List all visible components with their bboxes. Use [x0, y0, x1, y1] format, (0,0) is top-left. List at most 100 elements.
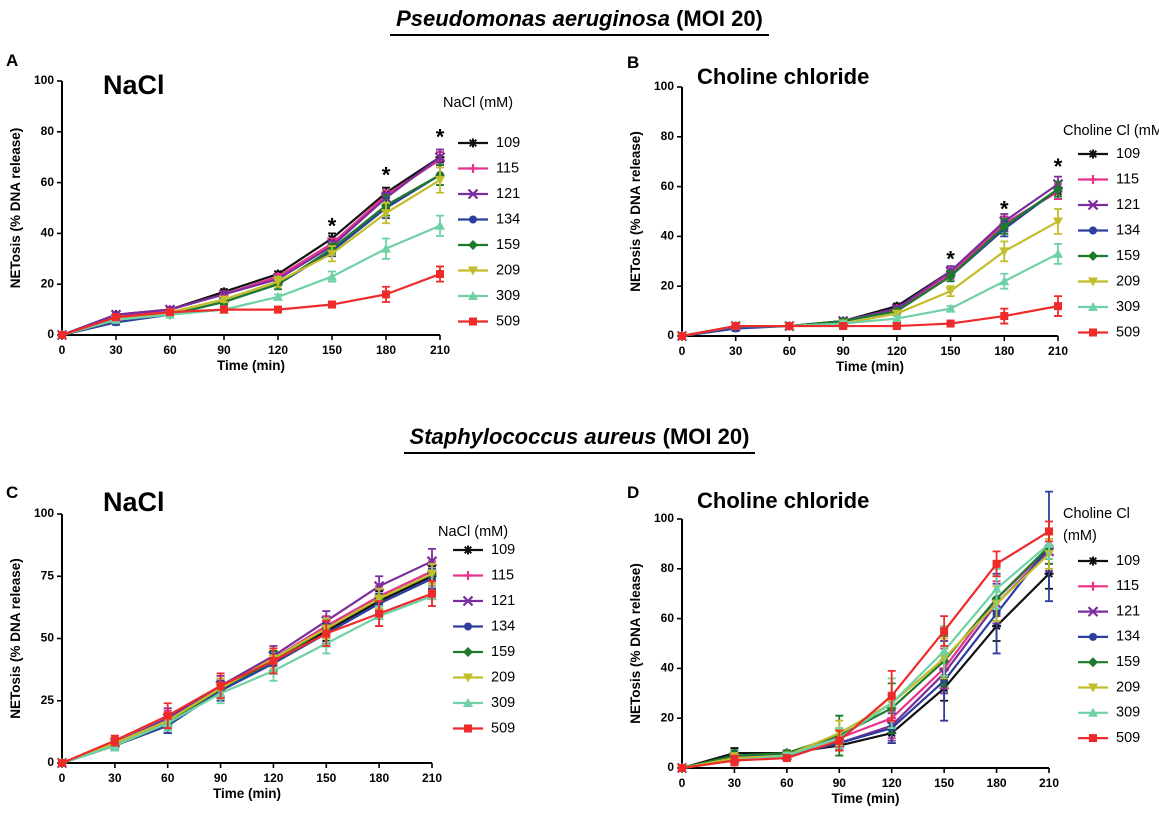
organism-name: Staphylococcus aureus [409, 424, 657, 449]
data-point [678, 332, 686, 340]
legend-label: 115 [1116, 578, 1139, 594]
series-line [681, 305, 1059, 338]
x-tick-label: 150 [934, 776, 954, 790]
data-point [435, 220, 445, 230]
data-point [1053, 217, 1063, 227]
y-tick-label: 20 [661, 710, 675, 724]
legend-marker [468, 291, 478, 300]
x-tick-label: 180 [369, 771, 389, 785]
data-point [58, 331, 66, 339]
series-509 [58, 580, 436, 767]
data-point [112, 313, 120, 322]
data-point [945, 303, 956, 313]
data-point [269, 656, 278, 665]
legend-marker [468, 240, 478, 250]
significance-marker: * [382, 163, 391, 188]
series-134 [678, 490, 1053, 772]
data-point [999, 247, 1010, 257]
series-121 [56, 547, 438, 769]
data-point [999, 276, 1010, 286]
legend-marker [1088, 657, 1098, 668]
legend-label: 509 [496, 313, 520, 329]
legend-label: 134 [1116, 629, 1140, 645]
legend-marker [463, 545, 473, 555]
panel-label: B [627, 53, 639, 72]
legend-marker [1089, 226, 1097, 235]
x-axis-label: Time (min) [213, 786, 281, 801]
legend-label: 209 [491, 669, 515, 685]
data-point [166, 308, 174, 317]
data-point [1045, 527, 1053, 536]
series-line [681, 530, 1050, 770]
y-tick-label: 100 [654, 511, 674, 525]
x-tick-label: 90 [833, 776, 847, 790]
legend-marker [1087, 606, 1099, 617]
legend-label: 134 [1116, 222, 1140, 238]
legend-marker [1088, 707, 1098, 717]
data-point [945, 271, 956, 282]
data-point [939, 645, 950, 655]
legend-label: 509 [1116, 324, 1140, 340]
x-tick-label: 210 [1048, 344, 1068, 358]
x-tick-label: 120 [887, 344, 907, 358]
legend-marker [469, 317, 477, 326]
significance-marker: * [946, 246, 955, 271]
series-line [61, 273, 441, 337]
y-tick-label: 40 [661, 661, 675, 675]
legend-marker [1089, 328, 1097, 337]
data-point [1000, 312, 1009, 321]
section-title-staphylococcus: Staphylococcus aureus (MOI 20) [0, 424, 1159, 454]
x-tick-label: 30 [729, 344, 743, 358]
x-tick-label: 0 [679, 776, 686, 790]
legend-label: 209 [1116, 273, 1140, 289]
data-point [328, 300, 336, 309]
chart-panel-d: D Choline chloride 0 20 40 60 80 100 0 30 60 90 120 1… [627, 483, 1140, 806]
data-point [274, 305, 282, 314]
y-axis-label: NETosis (% DNA release) [628, 563, 643, 724]
legend-label: 115 [496, 160, 519, 176]
legend-label: 159 [1116, 654, 1140, 670]
x-tick-label: 210 [430, 343, 450, 357]
legend-label: 159 [1116, 248, 1140, 264]
legend-label: 509 [1116, 730, 1140, 746]
y-tick-label: 60 [41, 175, 55, 189]
y-tick-label: 60 [661, 611, 675, 625]
chart-panel-a: A NaCl 0 20 40 60 80 100 0 30 60 90 120 150 180 210 Time… [6, 51, 520, 373]
x-tick-label: 210 [1039, 776, 1059, 790]
data-point [375, 609, 384, 618]
chart-panel-b: B Choline chloride 0 20 40 60 80 100 0 30 60 90 120 1… [627, 53, 1159, 374]
data-point [835, 736, 844, 745]
panel-label: C [6, 483, 18, 502]
moi-label: (MOI 20) [662, 424, 750, 449]
legend-label: 109 [496, 135, 520, 151]
chart-title: NaCl [103, 70, 165, 100]
legend-marker [1089, 632, 1097, 641]
y-tick-label: 40 [661, 229, 675, 243]
y-tick-label: 25 [41, 693, 55, 707]
legend-label: 159 [496, 237, 520, 253]
x-tick-label: 120 [263, 771, 283, 785]
x-tick-label: 90 [214, 771, 228, 785]
y-tick-label: 100 [34, 506, 54, 520]
y-axis-label: NETosis (% DNA release) [8, 128, 23, 289]
legend-marker [464, 724, 472, 733]
series-509 [58, 265, 444, 339]
y-tick-label: 100 [34, 73, 54, 87]
chart-title: Choline chloride [697, 64, 869, 89]
legend-marker [463, 647, 473, 657]
x-tick-label: 120 [268, 343, 288, 357]
data-point [730, 756, 739, 765]
x-tick-label: 30 [728, 776, 742, 790]
data-point [327, 249, 337, 259]
legend-marker [463, 673, 473, 683]
series-line [61, 224, 441, 337]
x-axis-label: Time (min) [217, 358, 285, 373]
data-point [436, 270, 444, 279]
chart-panel-c: C NaCl 0 25 50 75 100 0 30 60 90 120 150 180 210 Time (… [6, 483, 515, 801]
data-point [273, 277, 283, 287]
significance-marker: * [1054, 154, 1063, 179]
x-tick-label: 0 [679, 344, 686, 358]
y-tick-label: 80 [41, 124, 55, 138]
data-point [992, 559, 1001, 568]
data-point [946, 319, 955, 328]
